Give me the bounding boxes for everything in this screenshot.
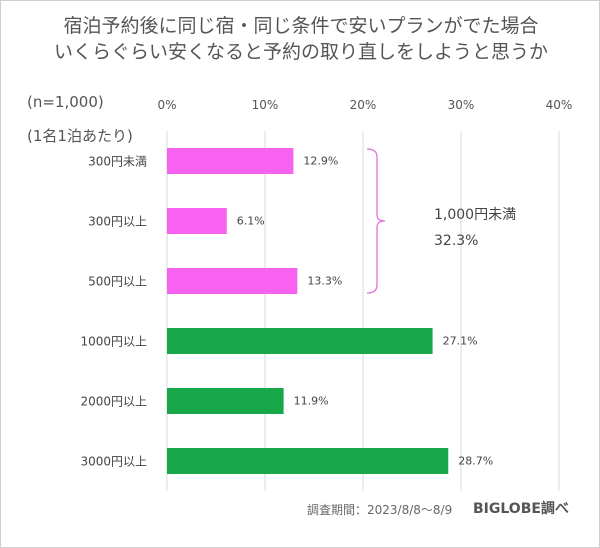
- bar: [167, 148, 294, 174]
- bar: [167, 448, 449, 474]
- bar: [167, 208, 227, 234]
- category-label: 300円未満: [88, 154, 147, 169]
- brace: [366, 148, 386, 294]
- unit-note: (1名1泊あたり): [27, 127, 133, 145]
- category-label: 300円以上: [88, 214, 147, 229]
- category-label: 1000円以上: [80, 334, 147, 349]
- category-label: 3000円以上: [80, 454, 147, 469]
- bar: [167, 328, 433, 354]
- data-label: 12.9%: [303, 154, 339, 168]
- bar: [167, 268, 298, 294]
- brace-annotation-label: 1,000円未満: [434, 207, 517, 223]
- category-label: 2000円以上: [80, 394, 147, 409]
- sample-size-note: (n=1,000): [27, 93, 104, 111]
- x-tick-label: 30%: [447, 98, 475, 112]
- data-label: 28.7%: [458, 454, 494, 468]
- x-tick-label: 40%: [545, 98, 573, 112]
- source-brand: BIGLOBE調べ: [473, 501, 569, 517]
- x-tick-label: 0%: [157, 98, 177, 112]
- x-tick-label: 20%: [349, 98, 377, 112]
- category-label: 500円以上: [88, 274, 147, 289]
- data-label: 6.1%: [236, 214, 265, 228]
- brace-annotation-value: 32.3%: [434, 233, 479, 249]
- chart-title-line-2: いくらぐらい安くなると予約の取り直しをしようと思うか: [53, 41, 548, 63]
- data-label: 13.3%: [307, 274, 343, 288]
- bar: [167, 388, 284, 414]
- x-tick-label: 10%: [251, 98, 279, 112]
- survey-period: 調査期間：2023/8/8〜8/9: [307, 503, 453, 517]
- data-label: 27.1%: [442, 334, 478, 348]
- data-label: 11.9%: [293, 394, 329, 408]
- chart-title-line-1: 宿泊予約後に同じ宿・同じ条件で安いプランがでた場合: [63, 15, 539, 37]
